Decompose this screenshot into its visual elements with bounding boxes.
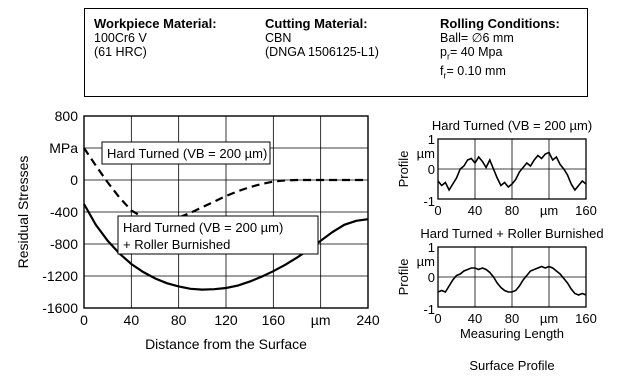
profile-roller-burnished-x-tick-label: 80: [505, 311, 519, 326]
x-tick-label: 40: [124, 312, 140, 328]
cutting-column: Cutting Material: CBN (DNGA 1506125-L1): [265, 16, 379, 60]
profile-roller-burnished-x-axis-label: Measuring Length: [460, 326, 564, 341]
series-roller-burnished-line: [83, 203, 369, 291]
cutting-line1: CBN: [265, 31, 292, 45]
x-unit-label: µm: [311, 312, 331, 328]
x-tick-label: 80: [171, 312, 187, 328]
rolling-pressure: pr= 40 Mpa: [440, 45, 503, 62]
profile-roller-burnished-y-tick-label: 1: [428, 240, 435, 255]
y-tick-label: -800: [50, 236, 78, 252]
workpiece-line1: 100Cr6 V: [94, 31, 147, 45]
x-tick-label: 160: [262, 312, 286, 328]
series-label-roller-burnished-line2: + Roller Burnished: [123, 237, 230, 252]
profile-hard-turned-profile-line: [437, 151, 587, 192]
y-tick-label: 800: [55, 108, 79, 124]
profile-roller-burnished-y-tick-label: 0: [428, 270, 435, 285]
y-tick-label: -1200: [42, 268, 78, 284]
plot-frame: [83, 115, 369, 309]
rolling-column: Rolling Conditions: Ball= ∅6 mm pr= 40 M…: [440, 17, 560, 82]
profile-roller-burnished-y-tick-label: -1: [423, 302, 435, 317]
y-tick-label: 0: [70, 172, 78, 188]
cutting-line2: (DNGA 1506125-L1): [265, 45, 379, 59]
series-label-hard-turned: Hard Turned (VB = 200 µm): [107, 146, 267, 161]
profile-roller-burnished-x-tick-label: 40: [468, 311, 482, 326]
profile-hard-turned-x-tick-label: 0: [434, 203, 441, 218]
profile-hard-turned-x-tick-label: 40: [468, 203, 482, 218]
profile-roller-burnished-plot-frame: [437, 246, 587, 308]
profile-roller-burnished-x-tick-label: 160: [575, 311, 597, 326]
profile-hard-turned-y-tick-label: -1: [423, 194, 435, 209]
profile-hard-turned-y-axis-label: Profile: [396, 151, 411, 188]
profile-hard-turned-x-unit-label: µm: [540, 203, 558, 218]
profile-roller-burnished-y-axis-label: Profile: [396, 259, 411, 296]
profile-roller-burnished-x-unit-label: µm: [540, 311, 558, 326]
x-axis-label: Distance from the Surface: [145, 336, 307, 352]
y-tick-label: -400: [50, 204, 78, 220]
x-tick-label: 120: [214, 312, 238, 328]
profile-hard-turned-plot-frame: [437, 138, 587, 200]
label-box-roller-burnished: [117, 215, 319, 255]
x-tick-label: 0: [80, 312, 88, 328]
conditions-box: Workpiece Material: 100Cr6 V (61 HRC) Cu…: [84, 8, 588, 97]
profile-roller-burnished-y-unit-label: µm: [417, 254, 435, 269]
y-axis-label: Residual Stresses: [15, 156, 31, 269]
rolling-title: Rolling Conditions:: [440, 16, 560, 31]
workpiece-column: Workpiece Material: 100Cr6 V (61 HRC): [94, 16, 217, 60]
surface-profile-caption: Surface Profile: [469, 358, 554, 373]
rolling-feed: fr= 0.10 mm: [440, 63, 506, 81]
y-tick-label: -1600: [42, 300, 78, 316]
rolling-ball: Ball= ∅6 mm: [440, 31, 514, 45]
series-hard-turned-line: [83, 147, 368, 222]
profile-roller-burnished-profile-line: [437, 265, 587, 296]
profile-hard-turned-y-tick-label: 1: [428, 132, 435, 147]
workpiece-line2: (61 HRC): [94, 45, 147, 59]
series-label-roller-burnished-line1: Hard Turned (VB = 200 µm): [123, 220, 283, 235]
profile-hard-turned-x-tick-label: 160: [575, 203, 597, 218]
profile-hard-turned-x-tick-label: 80: [505, 203, 519, 218]
profile-roller-burnished-title: Hard Turned + Roller Burnished: [420, 226, 603, 241]
cutting-title: Cutting Material:: [265, 16, 368, 31]
y-unit-label: MPa: [49, 140, 78, 156]
profile-hard-turned-title: Hard Turned (VB = 200 µm): [432, 118, 592, 133]
profile-hard-turned-y-tick-label: 0: [428, 162, 435, 177]
profile-hard-turned-y-unit-label: µm: [417, 146, 435, 161]
profile-roller-burnished-x-tick-label: 0: [434, 311, 441, 326]
label-box-hard-turned: [101, 141, 271, 165]
x-tick-label: 240: [356, 312, 380, 328]
workpiece-title: Workpiece Material:: [94, 16, 217, 31]
